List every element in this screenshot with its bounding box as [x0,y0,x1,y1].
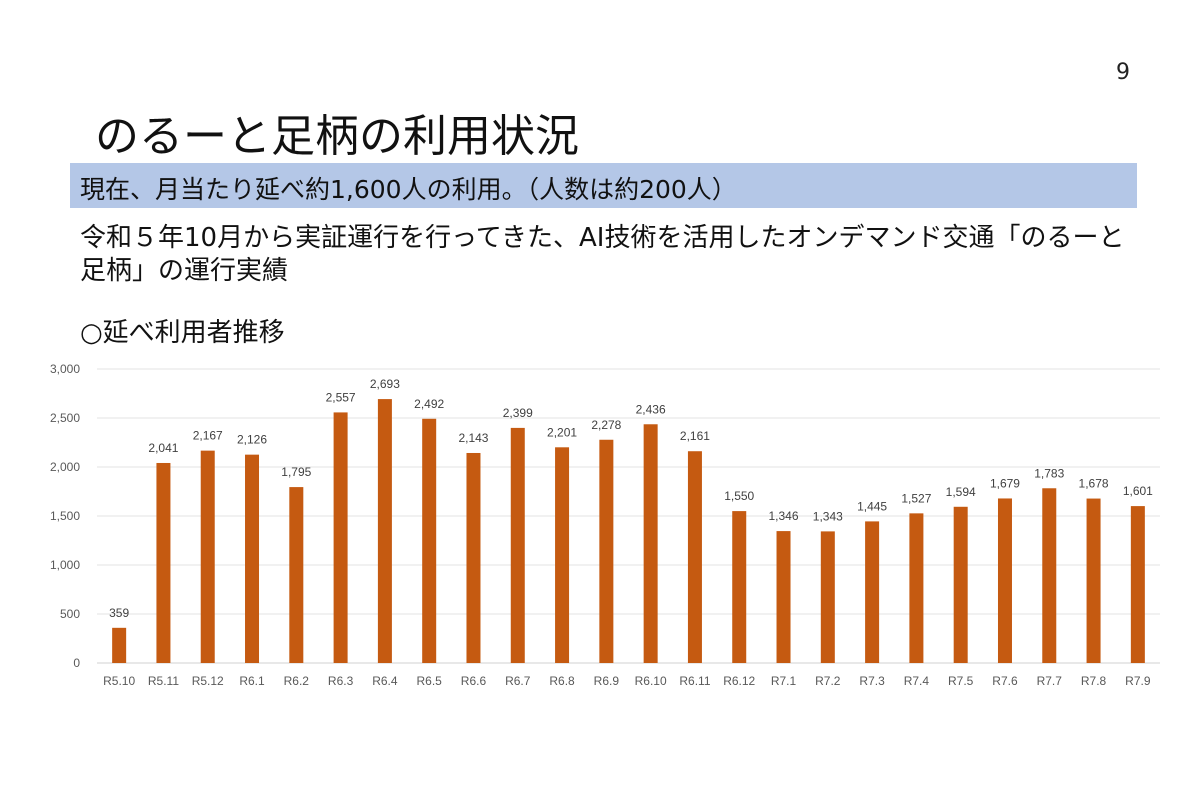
bar [909,513,924,663]
bar [643,424,658,663]
x-tick-label: R7.6 [992,674,1018,688]
bar [377,399,392,663]
bar [776,531,791,663]
data-label: 2,143 [458,431,488,445]
data-label: 2,126 [237,433,267,447]
data-label: 2,041 [148,441,178,455]
bar [732,511,747,663]
x-tick-label: R6.7 [505,674,531,688]
y-tick-label: 0 [73,656,80,670]
data-label: 1,445 [857,499,887,513]
data-label: 2,161 [680,429,710,443]
x-tick-label: R6.5 [417,674,443,688]
bar [820,531,835,663]
x-tick-label: R7.9 [1125,674,1151,688]
y-tick-label: 2,500 [50,411,80,425]
x-tick-label: R6.6 [461,674,487,688]
x-tick-label: R6.9 [594,674,620,688]
x-tick-label: R7.1 [771,674,797,688]
x-tick-label: R5.11 [148,674,179,688]
bar [1086,498,1101,663]
bar [555,447,570,663]
data-label: 2,399 [503,406,533,420]
x-tick-label: R7.2 [815,674,841,688]
data-label: 2,201 [547,425,577,439]
section-heading: ○延べ利用者推移 [80,318,285,348]
data-label: 2,278 [591,418,621,432]
data-label: 2,436 [636,402,666,416]
bar [997,498,1012,663]
data-label: 1,795 [281,465,311,479]
highlight-band: 現在、月当たり延べ約1,600人の利用。（人数は約200人） [70,163,1137,208]
x-tick-label: R7.7 [1037,674,1063,688]
bar [953,506,968,663]
bar [865,521,880,663]
bar [466,452,481,663]
bar [333,412,348,663]
slide-title: のるーと足柄の利用状況 [95,111,579,162]
data-label: 2,492 [414,397,444,411]
bar [200,450,215,663]
bar [1042,488,1057,663]
bar [245,454,260,663]
data-label: 1,601 [1123,484,1153,498]
page-number: 9 [1116,60,1130,85]
x-tick-label: R6.10 [635,674,667,688]
data-label: 2,167 [193,429,223,443]
data-label: 1,594 [946,485,976,499]
description: 令和５年10月から実証運行を行ってきた、AI技術を活用したオンデマンド交通「のる… [80,223,1125,286]
x-tick-label: R6.12 [723,674,755,688]
data-label: 1,346 [769,509,799,523]
data-label: 1,527 [901,491,931,505]
bar [599,439,614,663]
x-tick-label: R6.3 [328,674,354,688]
x-tick-label: R6.2 [284,674,310,688]
highlight-text: 現在、月当たり延べ約1,600人の利用。（人数は約200人） [80,175,737,204]
y-tick-label: 2,000 [50,460,80,474]
bar [510,427,525,663]
x-tick-label: R6.1 [239,674,265,688]
data-label: 2,557 [326,390,356,404]
y-tick-label: 1,500 [50,509,80,523]
bar [1130,506,1145,663]
bar [156,462,171,663]
data-label: 359 [109,606,129,620]
y-tick-label: 1,000 [50,558,80,572]
bar [112,627,127,663]
data-label: 1,343 [813,509,843,523]
y-tick-label: 3,000 [50,362,80,376]
x-tick-label: R6.11 [679,674,710,688]
x-tick-label: R7.5 [948,674,974,688]
y-tick-label: 500 [60,607,80,621]
x-tick-label: R7.3 [859,674,885,688]
bar [422,418,437,663]
x-tick-label: R6.4 [372,674,398,688]
data-label: 1,678 [1079,477,1109,491]
data-label: 2,693 [370,377,400,391]
bar [289,487,304,663]
x-tick-label: R7.8 [1081,674,1107,688]
bar [687,451,702,663]
x-tick-label: R6.8 [549,674,575,688]
x-tick-label: R7.4 [904,674,930,688]
data-label: 1,679 [990,476,1020,490]
data-label: 1,783 [1034,466,1064,480]
x-tick-label: R5.10 [103,674,135,688]
data-label: 1,550 [724,489,754,503]
x-tick-label: R5.12 [192,674,224,688]
